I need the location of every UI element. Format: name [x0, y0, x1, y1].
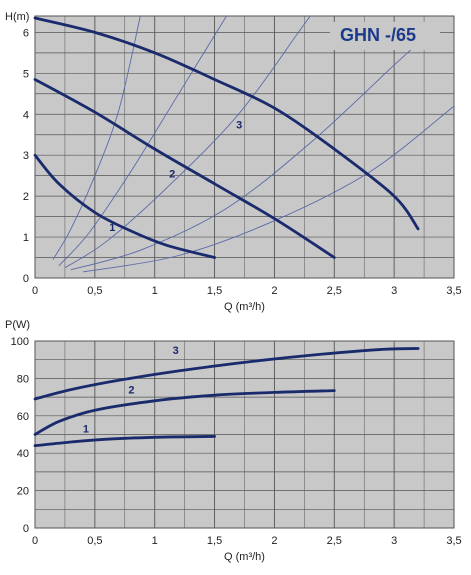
system-curve-4: [70, 32, 431, 271]
system-curve-1: [52, 15, 141, 260]
x-tick-label: 2,5: [327, 535, 342, 547]
series-label-3: 3: [236, 120, 242, 132]
y-tick-label: 0: [23, 273, 29, 285]
system-curve-5: [82, 105, 455, 273]
x-tick-label: 0: [32, 535, 38, 547]
x-tick-label: 1: [152, 535, 158, 547]
y-tick-label: 4: [23, 109, 29, 121]
series-line-2: [33, 389, 336, 436]
y-tick-label: 60: [17, 411, 29, 423]
head-chart-series: 1 2 3: [33, 16, 420, 259]
power-chart-x-axis-label: Q (m³/h): [224, 551, 265, 563]
y-tick-label: 3: [23, 150, 29, 162]
power-chart-series: 1 2 3: [33, 345, 420, 448]
system-curve-3: [64, 15, 311, 269]
y-tick-label: 20: [17, 486, 29, 498]
head-chart: 1 2 3 0 0,5 1 1,5 2 2,5 3 3,5 0 1 2 3 4 5 6 H(m) Q (m³/…: [5, 11, 462, 313]
power-chart: 1 2 3 0 0,5 1 1,5 2 2,5 3 3,5 0 20 40 60 80 100 P(W) Q…: [5, 319, 462, 563]
x-tick-label: 2,5: [327, 285, 342, 297]
y-tick-label: 1: [23, 232, 29, 244]
head-chart-y-axis-label: H(m): [5, 11, 29, 23]
x-tick-label: 2: [271, 285, 277, 297]
series-label-3: 3: [173, 345, 179, 357]
x-tick-label: 1,5: [207, 535, 222, 547]
x-tick-label: 3: [391, 535, 397, 547]
series-label-1: 1: [83, 424, 89, 436]
series-line-3: [33, 16, 420, 231]
power-chart-y-axis-label: P(W): [5, 319, 30, 331]
series-line-3: [33, 347, 420, 401]
power-chart-x-ticks: 0 0,5 1 1,5 2 2,5 3 3,5: [32, 535, 462, 547]
x-tick-label: 3: [391, 285, 397, 297]
x-tick-label: 3,5: [446, 535, 461, 547]
x-tick-label: 1,5: [207, 285, 222, 297]
series-line-2: [33, 78, 336, 259]
y-tick-label: 6: [23, 27, 29, 39]
y-tick-label: 100: [11, 336, 29, 348]
series-line-1: [33, 153, 216, 259]
y-tick-label: 2: [23, 191, 29, 203]
head-chart-y-ticks: 0 1 2 3 4 5 6: [23, 27, 29, 285]
y-tick-label: 5: [23, 68, 29, 80]
chart-title-box: [330, 22, 440, 50]
head-chart-system-curves: [52, 15, 455, 273]
series-label-1: 1: [109, 222, 115, 234]
power-chart-grid: [34, 340, 455, 529]
x-tick-label: 0,5: [87, 285, 102, 297]
series-label-2: 2: [128, 384, 134, 396]
y-tick-label: 40: [17, 448, 29, 460]
series-line-1: [33, 435, 216, 448]
power-chart-y-ticks: 0 20 40 60 80 100: [11, 336, 29, 535]
x-tick-label: 0,5: [87, 535, 102, 547]
x-tick-label: 3,5: [446, 285, 461, 297]
head-chart-x-ticks: 0 0,5 1 1,5 2 2,5 3 3,5: [32, 285, 462, 297]
y-tick-label: 0: [23, 523, 29, 535]
x-tick-label: 2: [271, 535, 277, 547]
y-tick-label: 80: [17, 373, 29, 385]
chart-title: GHN -/65: [340, 25, 416, 45]
x-tick-label: 1: [152, 285, 158, 297]
head-chart-x-axis-label: Q (m³/h): [224, 301, 265, 313]
x-tick-label: 0: [32, 285, 38, 297]
series-label-2: 2: [169, 169, 175, 181]
system-curve-2: [58, 15, 227, 267]
